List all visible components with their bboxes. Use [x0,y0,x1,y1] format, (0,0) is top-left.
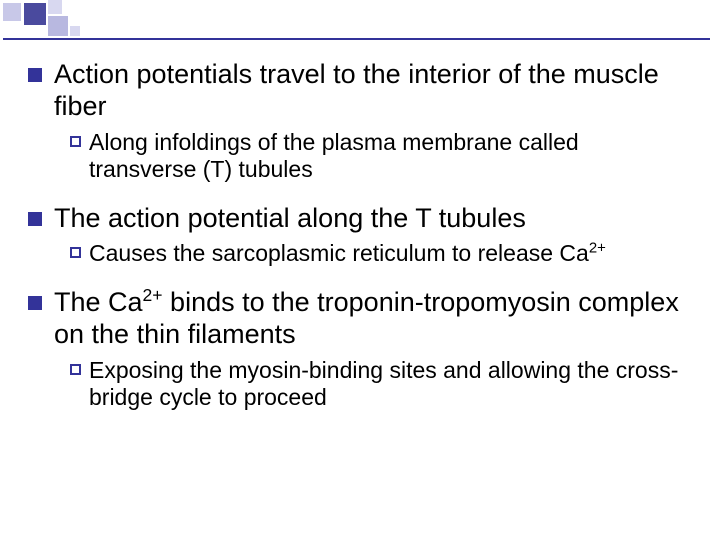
horizontal-divider [3,38,710,40]
bullet-item: Action potentials travel to the interior… [28,58,692,184]
square-bullet-icon [28,212,42,226]
hollow-bullet-icon [70,247,81,258]
hollow-bullet-icon [70,136,81,147]
deco-square [70,26,80,36]
bullet-text: The Ca2+ binds to the troponin-tropomyos… [54,286,692,351]
slide-decoration [0,0,120,40]
square-bullet-icon [28,296,42,310]
bullet-item: The Ca2+ binds to the troponin-tropomyos… [28,286,692,412]
bullet-item: The action potential along the T tubules… [28,202,692,268]
sub-bullet-item: Causes the sarcoplasmic reticulum to rel… [70,240,692,268]
bullet-text: The action potential along the T tubules [54,202,526,234]
sub-bullet-item: Along infoldings of the plasma membrane … [70,129,692,184]
sub-bullet-text: Along infoldings of the plasma membrane … [89,129,692,184]
deco-square [3,3,21,21]
deco-square [48,0,62,14]
square-bullet-icon [28,68,42,82]
bullet-text: Action potentials travel to the interior… [54,58,692,123]
deco-square [24,3,46,25]
sub-bullet-text: Causes the sarcoplasmic reticulum to rel… [89,240,606,268]
sub-bullet-text: Exposing the myosin-binding sites and al… [89,357,692,412]
deco-square [48,16,68,36]
hollow-bullet-icon [70,364,81,375]
sub-bullet-item: Exposing the myosin-binding sites and al… [70,357,692,412]
slide-content: Action potentials travel to the interior… [28,58,692,420]
